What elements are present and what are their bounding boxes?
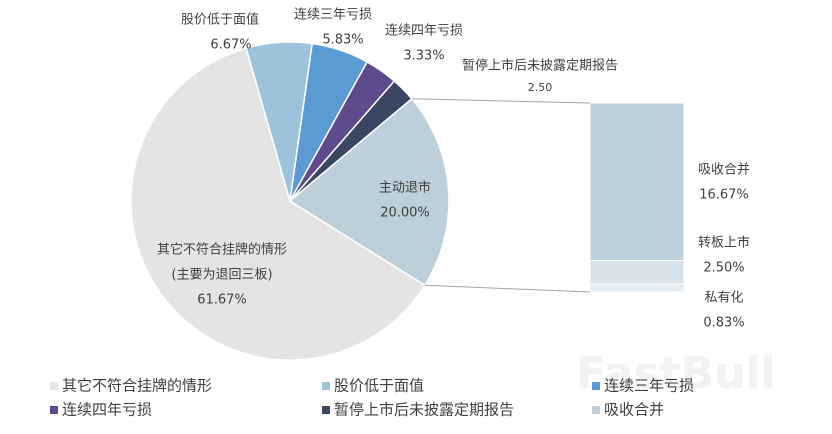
- legend-swatch: [322, 382, 330, 390]
- legend-label: 吸收合并: [604, 401, 664, 419]
- slice-annotation: (主要为退回三板): [171, 268, 272, 283]
- slice-label: 其它不符合挂牌的情形: [157, 242, 287, 258]
- bar-label: 转板上市: [698, 235, 750, 251]
- slice-value: 2.50: [528, 81, 553, 94]
- slice-value: 6.67%: [210, 38, 251, 53]
- bar-value: 16.67%: [699, 188, 749, 203]
- legend-swatch: [592, 382, 600, 390]
- connector: [424, 284, 591, 293]
- legend-label: 连续三年亏损: [604, 377, 694, 395]
- legend-label: 连续四年亏损: [62, 401, 152, 419]
- legend-swatch: [50, 382, 58, 390]
- slice-value: 61.67%: [197, 293, 247, 308]
- slice-value: 3.33%: [403, 49, 444, 64]
- slice-label: 股价低于面值: [181, 12, 259, 28]
- connector: [411, 98, 591, 104]
- legend-swatch: [322, 406, 330, 414]
- pie-slice: [130, 47, 426, 361]
- slice-label: 连续三年亏损: [294, 7, 372, 23]
- legend-swatch: [50, 406, 58, 414]
- bar-segment: [589, 102, 685, 262]
- bar-segment: [589, 283, 685, 293]
- bar-value: 2.50%: [703, 261, 744, 276]
- bar-label: 吸收合并: [698, 163, 750, 178]
- legend-label: 其它不符合挂牌的情形: [62, 377, 212, 395]
- bar-segment: [589, 260, 685, 285]
- legend-label: 暂停上市后未披露定期报告: [334, 401, 514, 419]
- pie-slice: [288, 97, 450, 287]
- legend-swatch: [592, 406, 600, 414]
- watermark: FastBull: [576, 348, 775, 399]
- slice-label: 主动退市: [379, 180, 431, 196]
- slice-label: 连续四年亏损: [385, 23, 463, 39]
- bar-value: 0.83%: [703, 316, 744, 331]
- slice-value: 20.00%: [380, 206, 430, 221]
- slice-value: 5.83%: [322, 33, 363, 48]
- legend-label: 股价低于面值: [334, 377, 424, 395]
- slice-label: 暂停上市后未披露定期报告: [462, 58, 618, 74]
- bar-label: 私有化: [704, 291, 743, 306]
